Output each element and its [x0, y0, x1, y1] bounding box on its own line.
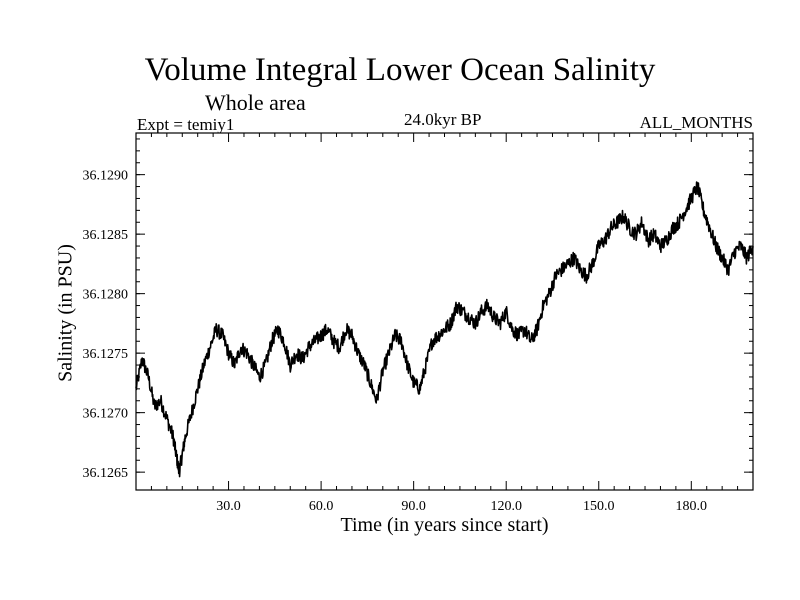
y-axis-label: Salinity (in PSU)	[54, 244, 77, 382]
x-tick-label: 60.0	[309, 499, 334, 514]
chart-title: Volume Integral Lower Ocean Salinity	[144, 52, 656, 88]
axis-ticks	[136, 133, 753, 490]
axis-tick-labels: 30.0 60.0 90.0 120.0 150.0 180.0 36.1265 36.127…	[83, 169, 708, 514]
y-tick-label: 36.1280	[83, 288, 129, 303]
y-tick-label: 36.1265	[83, 466, 129, 481]
y-tick-label: 36.1270	[83, 407, 129, 422]
y-tick-label: 36.1290	[83, 169, 129, 184]
x-tick-label: 180.0	[676, 499, 708, 514]
x-tick-label: 150.0	[583, 499, 615, 514]
y-tick-label: 36.1275	[83, 347, 129, 362]
x-axis-label: Time (in years since start)	[340, 514, 549, 536]
plot-frame	[135, 132, 754, 491]
y-tick-label: 36.1285	[83, 228, 129, 243]
salinity-series-line	[135, 181, 754, 478]
x-tick-label: 90.0	[401, 499, 426, 514]
experiment-label: Expt = temiy1	[137, 115, 235, 134]
period-label: 24.0kyr BP	[404, 110, 482, 129]
months-label: ALL_MONTHS	[639, 113, 753, 132]
x-tick-label: 30.0	[216, 499, 241, 514]
x-tick-label: 120.0	[490, 499, 522, 514]
chart-subtitle: Whole area	[205, 90, 306, 115]
